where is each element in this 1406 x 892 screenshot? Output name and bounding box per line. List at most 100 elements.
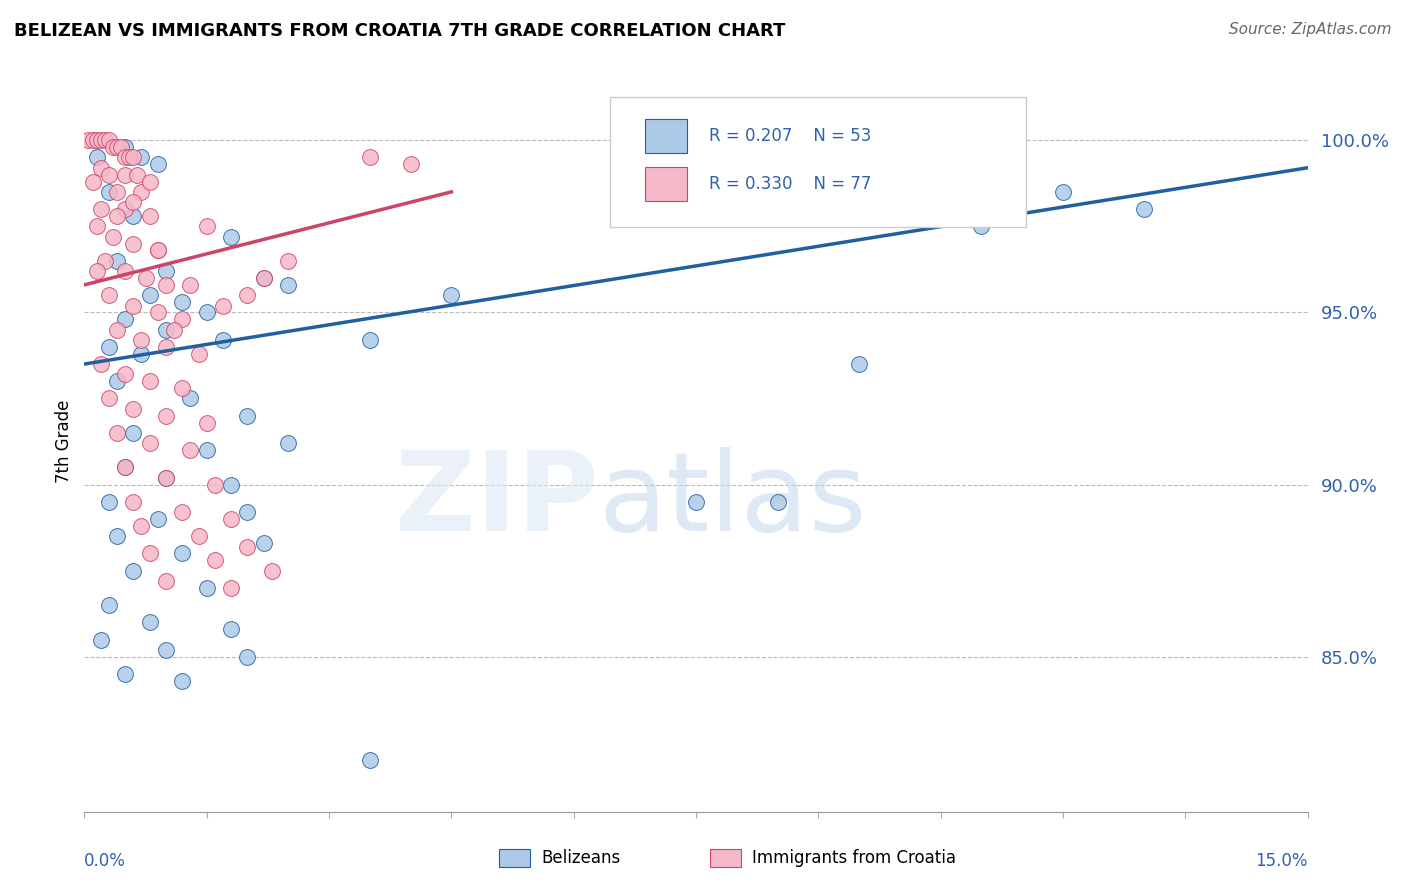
Point (163, 323, 186, 337)
Point (195, 305, 218, 319)
Point (146, 244, 169, 258)
Point (146, 157, 169, 171)
Text: R = 0.330    N = 77: R = 0.330 N = 77 (710, 175, 872, 193)
Point (155, 409, 177, 423)
Point (138, 436, 160, 450)
Point (212, 299, 235, 313)
Point (236, 540, 259, 554)
Point (253, 536, 276, 550)
Point (219, 581, 242, 595)
Point (122, 564, 145, 578)
Point (236, 649, 259, 664)
Point (399, 157, 422, 171)
Point (114, 368, 136, 382)
Point (1133, 202, 1156, 216)
Point (114, 168, 136, 182)
Point (122, 236, 145, 251)
Point (86, 264, 108, 278)
Point (179, 277, 201, 292)
Point (131, 347, 153, 361)
Point (86, 219, 108, 234)
Point (138, 288, 160, 302)
Point (114, 140, 136, 154)
Point (138, 546, 160, 560)
Point (105, 185, 128, 199)
Point (155, 471, 177, 485)
Point (138, 175, 160, 189)
Point (90, 357, 112, 371)
Point (97, 392, 120, 406)
Point (155, 340, 177, 354)
Text: atlas: atlas (598, 447, 866, 554)
Point (155, 471, 177, 485)
Point (110, 140, 132, 154)
Point (114, 667, 136, 681)
Point (114, 460, 136, 475)
Point (97, 133, 120, 147)
Point (97, 340, 120, 354)
Point (172, 312, 194, 326)
Point (122, 195, 145, 210)
Point (195, 219, 218, 234)
Point (204, 477, 226, 491)
Point (359, 151, 381, 165)
Point (236, 409, 259, 423)
Point (131, 151, 153, 165)
Point (122, 209, 145, 223)
Point (90, 202, 112, 216)
Text: 0.0%: 0.0% (84, 853, 127, 871)
Point (93, 133, 115, 147)
Point (195, 443, 218, 458)
Point (86, 151, 108, 165)
Point (90, 632, 112, 647)
Point (122, 151, 145, 165)
Point (131, 185, 153, 199)
Point (179, 392, 201, 406)
Point (1052, 185, 1074, 199)
Point (204, 553, 226, 567)
Text: Immigrants from Croatia: Immigrants from Croatia (752, 849, 956, 867)
Point (131, 519, 153, 533)
Point (195, 416, 218, 430)
Point (122, 401, 145, 416)
Point (118, 151, 141, 165)
Point (146, 305, 169, 319)
Text: R = 0.207    N = 53: R = 0.207 N = 53 (710, 127, 872, 145)
Point (114, 312, 136, 326)
Point (277, 277, 299, 292)
Point (97, 598, 120, 612)
Point (212, 333, 235, 347)
Point (90, 161, 112, 175)
Point (105, 374, 128, 388)
Point (195, 581, 218, 595)
Point (105, 425, 128, 440)
Point (101, 140, 124, 154)
Point (105, 529, 128, 543)
Point (172, 295, 194, 310)
Point (97, 495, 120, 509)
Point (155, 323, 177, 337)
Point (122, 495, 145, 509)
Point (219, 477, 242, 491)
Point (82, 133, 104, 147)
Point (219, 512, 242, 526)
Point (155, 277, 177, 292)
FancyBboxPatch shape (610, 97, 1026, 227)
Point (260, 564, 283, 578)
Point (359, 753, 381, 767)
Point (277, 436, 299, 450)
Point (172, 505, 194, 519)
Point (122, 299, 145, 313)
Point (135, 271, 157, 285)
Point (155, 574, 177, 588)
Point (114, 151, 136, 165)
Point (187, 347, 209, 361)
Point (90, 133, 112, 147)
FancyBboxPatch shape (644, 167, 688, 201)
Point (127, 168, 149, 182)
Point (277, 253, 299, 268)
Point (82, 175, 104, 189)
Point (236, 505, 259, 519)
Text: ZIP: ZIP (395, 447, 598, 554)
Point (105, 140, 128, 154)
